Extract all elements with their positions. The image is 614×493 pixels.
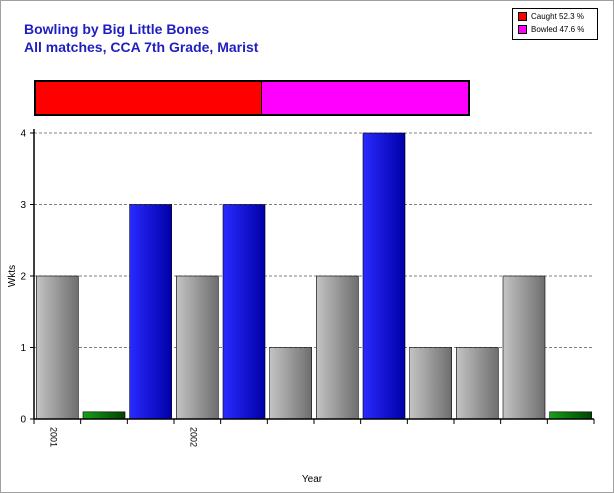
bar: [129, 204, 172, 420]
share-segment-caught: [36, 82, 263, 114]
share-segment-bowled: [262, 82, 468, 114]
chart-title: Bowling by Big Little Bones: [24, 21, 210, 37]
bar: [549, 411, 592, 420]
axes: 0 1 2 3 4 2001 2002: [20, 129, 595, 447]
x-tick-label: 2001: [48, 427, 58, 447]
legend-swatch-bowled: [518, 25, 527, 35]
bar: [222, 204, 266, 420]
x-axis-label: Year: [302, 474, 323, 485]
dismissal-share-bar: [34, 80, 470, 116]
bar: [176, 275, 219, 420]
chart-subtitle: All matches, CCA 7th Grade, Marist: [24, 39, 259, 55]
y-tick-label: 3: [20, 200, 26, 211]
bar: [502, 275, 546, 420]
legend-label-bowled: Bowled 47.6 %: [531, 25, 585, 34]
legend-item-bowled: Bowled 47.6 %: [518, 25, 584, 35]
y-tick-label: 1: [20, 343, 26, 354]
y-tick-label: 4: [20, 129, 26, 140]
bar: [269, 347, 312, 420]
legend: Caught 52.3 % Bowled 47.6 %: [512, 8, 598, 40]
bar: [362, 132, 406, 420]
y-tick-label: 0: [20, 415, 26, 426]
y-tick-label: 2: [20, 272, 26, 283]
gridlines: [34, 132, 594, 348]
bar: [36, 275, 79, 420]
legend-item-caught: Caught 52.3 %: [518, 12, 584, 22]
bar: [456, 347, 499, 420]
bars: [36, 132, 592, 420]
legend-label-caught: Caught 52.3 %: [531, 12, 584, 21]
bar: [316, 275, 359, 420]
legend-swatch-caught: [518, 12, 527, 22]
y-axis-label: Wkts: [7, 265, 18, 287]
bar: [82, 411, 126, 420]
bar: [409, 347, 452, 420]
x-tick-label: 2002: [188, 427, 198, 447]
